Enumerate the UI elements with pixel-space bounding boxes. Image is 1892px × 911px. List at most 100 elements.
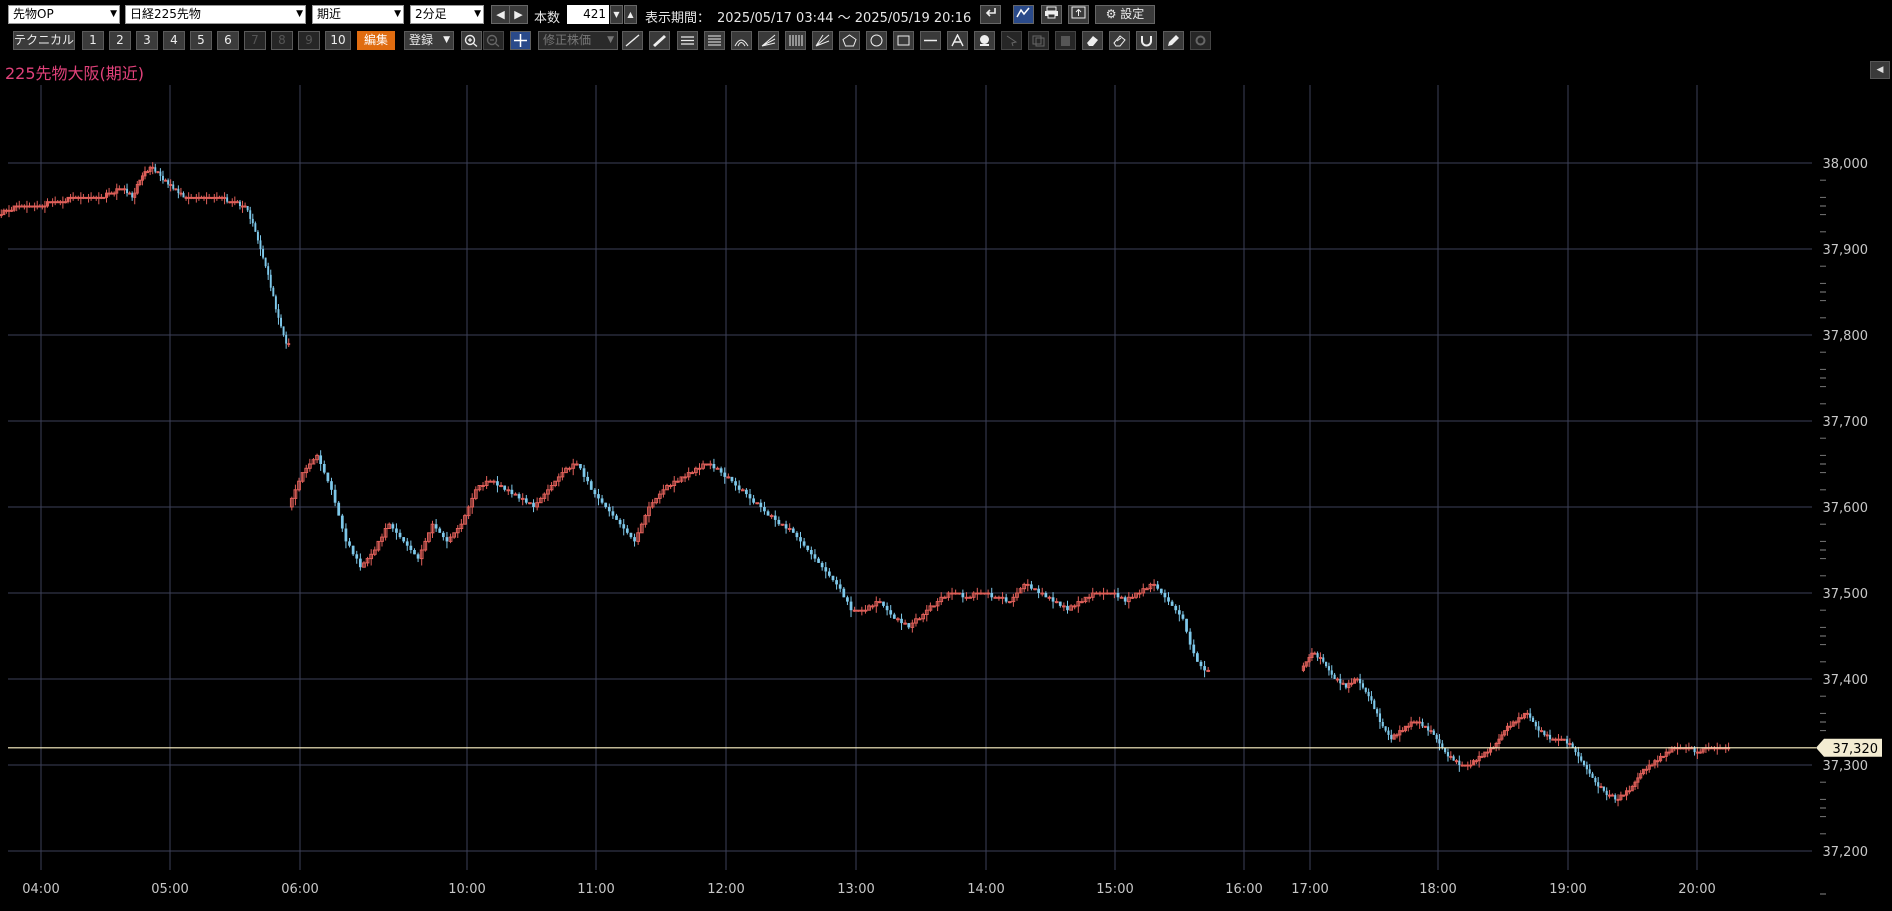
slot-button-9[interactable]: 9	[298, 31, 320, 50]
pencil-icon	[1168, 35, 1179, 46]
candle-body-down	[604, 502, 608, 507]
export-button[interactable]	[1068, 5, 1089, 24]
polygon-tool[interactable]	[839, 31, 860, 50]
icon-tool[interactable]	[974, 31, 995, 50]
instrument-select[interactable]: 日経225先物 ▼	[125, 5, 306, 24]
candle-body-up	[115, 188, 119, 194]
vlines-tool[interactable]	[785, 31, 806, 50]
gann-tool[interactable]	[812, 31, 833, 50]
smiley-icon	[980, 35, 989, 46]
edit-button[interactable]: 編集	[357, 31, 395, 50]
candle-body-down	[806, 545, 810, 550]
candle-body-down	[817, 558, 820, 563]
candle-body-up	[694, 467, 698, 474]
slot-button-3[interactable]: 3	[136, 31, 158, 50]
slot-button-10[interactable]: 10	[325, 31, 351, 50]
circle-tool[interactable]	[866, 31, 887, 50]
settings-button[interactable]: ⚙ 設定	[1095, 5, 1155, 24]
chevron-left-icon: ◀	[496, 8, 505, 21]
copy-tool[interactable]	[1028, 31, 1049, 50]
zoom-in-button[interactable]	[461, 31, 482, 50]
candle-body-up	[1101, 592, 1106, 595]
slot-button-1[interactable]: 1	[82, 31, 104, 50]
register-select[interactable]: 登録 ▼	[404, 31, 454, 50]
candle-body-up	[1069, 605, 1073, 611]
print-button[interactable]	[1041, 5, 1062, 24]
arc-tool[interactable]	[731, 31, 752, 50]
rectangle-tool[interactable]	[893, 31, 914, 50]
ruler-tool[interactable]	[649, 31, 670, 50]
slot-button-8[interactable]: 8	[271, 31, 293, 50]
slot-button-6[interactable]: 6	[217, 31, 239, 50]
text-tool[interactable]	[947, 31, 968, 50]
erase-all-tool[interactable]	[1109, 31, 1130, 50]
magnet-tool[interactable]	[1136, 31, 1157, 50]
hline-single-tool[interactable]	[920, 31, 941, 50]
candle-body-down	[251, 218, 254, 224]
count-input[interactable]: 421	[567, 5, 609, 24]
candle-body-down	[1602, 786, 1605, 791]
candle-body-down	[1196, 653, 1199, 662]
candle-body-up	[293, 489, 298, 499]
interval-select[interactable]: 2分足 ▼	[410, 5, 484, 24]
candle-body-up	[874, 601, 879, 607]
candle-body-down	[730, 476, 734, 482]
contract-select[interactable]: 期近 ▼	[312, 5, 404, 24]
crosshair-button[interactable]	[510, 31, 531, 50]
candle-body-down	[582, 468, 586, 477]
candle-body-up	[146, 171, 150, 174]
candle-body-up	[780, 523, 785, 526]
prev-button[interactable]: ◀	[491, 5, 510, 24]
candle-body-up	[506, 489, 511, 492]
count-down-button[interactable]: ▼	[610, 5, 623, 24]
technical-button[interactable]: テクニカル	[13, 31, 75, 50]
slot-button-4[interactable]: 4	[163, 31, 185, 50]
candle-body-down	[773, 515, 777, 520]
zoom-out-button[interactable]	[483, 31, 504, 50]
next-button[interactable]: ▶	[509, 5, 528, 24]
y-tick-label: 37,800	[1823, 329, 1869, 344]
candle-body-down	[126, 188, 129, 194]
slot-button-7[interactable]: 7	[244, 31, 266, 50]
reset-button[interactable]	[980, 5, 1001, 24]
draw-settings-tool[interactable]	[1190, 31, 1211, 50]
candle-body-up	[715, 467, 720, 470]
candle-body-up	[636, 532, 641, 542]
chart-type-button[interactable]	[1013, 5, 1034, 24]
candle-body-down	[254, 223, 257, 232]
x-tick-label: 10:00	[448, 882, 485, 897]
adjusted-price-select[interactable]: 修正株価 ▼	[538, 31, 618, 50]
candle-body-up	[740, 489, 745, 492]
hline-tool[interactable]	[677, 31, 698, 50]
price-chart[interactable]: 37,200 37,300 37,400 37,500 37,600 37,700 37,8…	[0, 80, 1892, 911]
market-select[interactable]: 先物OP ▼	[8, 5, 120, 24]
trendline-tool[interactable]	[622, 31, 643, 50]
candle-body-up	[228, 201, 232, 204]
candle-body-down	[809, 550, 813, 555]
pentagon-icon	[842, 34, 857, 47]
candle-body-down	[961, 593, 965, 598]
paste-tool[interactable]	[1055, 31, 1076, 50]
slot-button-5[interactable]: 5	[190, 31, 212, 50]
candle-body-up	[939, 596, 944, 603]
undo-tool[interactable]	[1001, 31, 1022, 50]
candle-body-down	[1441, 743, 1444, 748]
candle-body-down	[1574, 747, 1577, 753]
eraser-tool[interactable]	[1082, 31, 1103, 50]
candle-body-down	[337, 502, 341, 516]
count-up-button[interactable]: ▲	[624, 5, 637, 24]
collapse-panel-button[interactable]: ◀	[1870, 61, 1890, 79]
candle-body-up	[311, 459, 316, 465]
candle-body-up	[1108, 592, 1113, 595]
fib-tool[interactable]	[704, 31, 725, 50]
candle-body-up	[1463, 764, 1467, 767]
candle-body-up	[112, 192, 116, 195]
candle-body-down	[249, 210, 252, 219]
candle-body-down	[1444, 747, 1447, 753]
candle-body-up	[1483, 751, 1487, 757]
slot-button-2[interactable]: 2	[109, 31, 131, 50]
fan-tool[interactable]	[758, 31, 779, 50]
candle-body-down	[748, 494, 752, 499]
lock-tool[interactable]	[1163, 31, 1184, 50]
candle-body-up	[20, 205, 24, 208]
